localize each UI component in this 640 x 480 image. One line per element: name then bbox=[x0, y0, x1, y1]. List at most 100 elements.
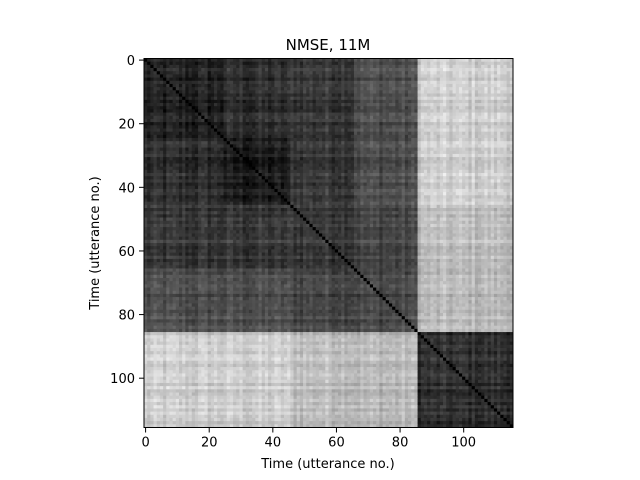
heatmap-cell bbox=[452, 131, 457, 136]
heatmap-cell bbox=[156, 163, 161, 168]
heatmap-cell bbox=[478, 131, 482, 136]
heatmap-cell bbox=[274, 74, 279, 78]
heatmap-cell bbox=[347, 74, 352, 78]
heatmap-cell bbox=[344, 179, 348, 183]
heatmap-cell bbox=[509, 80, 514, 85]
heatmap-cell bbox=[236, 74, 240, 78]
heatmap-cell bbox=[299, 153, 304, 158]
heatmap-cell bbox=[465, 192, 469, 196]
heatmap-cell bbox=[150, 147, 154, 152]
heatmap-cell bbox=[191, 182, 196, 187]
heatmap-cell bbox=[436, 115, 441, 120]
heatmap-cell bbox=[274, 118, 279, 123]
heatmap-cell bbox=[268, 74, 272, 78]
heatmap-cell bbox=[408, 125, 412, 129]
heatmap-cell bbox=[334, 163, 339, 168]
heatmap-cell bbox=[163, 125, 167, 129]
heatmap-cell bbox=[436, 147, 441, 152]
heatmap-cell bbox=[439, 64, 444, 69]
heatmap-cell bbox=[436, 173, 441, 177]
heatmap-cell bbox=[220, 125, 224, 129]
heatmap-cell bbox=[185, 128, 189, 133]
heatmap-cell bbox=[283, 99, 288, 104]
heatmap-cell bbox=[220, 163, 224, 168]
heatmap-cell bbox=[490, 58, 495, 63]
heatmap-cell bbox=[338, 61, 342, 66]
heatmap-cell bbox=[420, 160, 425, 164]
heatmap-cell bbox=[379, 93, 383, 98]
heatmap-cell bbox=[175, 96, 180, 101]
heatmap-cell bbox=[198, 153, 202, 158]
heatmap-cell bbox=[382, 99, 387, 104]
heatmap-cell bbox=[439, 131, 444, 136]
heatmap-cell bbox=[239, 128, 244, 133]
heatmap-cell bbox=[309, 185, 313, 190]
heatmap-cell bbox=[166, 131, 170, 136]
heatmap-cell bbox=[169, 87, 174, 91]
heatmap-cell bbox=[388, 166, 393, 171]
heatmap-cell bbox=[293, 93, 298, 98]
heatmap-cell bbox=[331, 83, 336, 88]
heatmap-cell bbox=[449, 103, 453, 107]
heatmap-cell bbox=[401, 112, 406, 117]
heatmap-cell bbox=[446, 138, 450, 142]
heatmap-cell bbox=[484, 125, 488, 129]
heatmap-cell bbox=[490, 179, 495, 183]
heatmap-cell bbox=[287, 147, 291, 152]
heatmap-cell bbox=[509, 150, 514, 155]
heatmap-cell bbox=[182, 134, 186, 139]
heatmap-cell bbox=[388, 179, 393, 183]
heatmap-cell bbox=[277, 74, 282, 78]
heatmap-cell bbox=[344, 99, 348, 104]
heatmap-cell bbox=[366, 68, 371, 72]
heatmap-cell bbox=[436, 109, 441, 113]
heatmap-cell bbox=[392, 64, 396, 69]
heatmap-cell bbox=[185, 68, 189, 72]
heatmap-cell bbox=[331, 192, 336, 196]
heatmap-cell bbox=[156, 77, 161, 82]
heatmap-cell bbox=[500, 58, 504, 63]
heatmap-cell bbox=[357, 74, 361, 78]
heatmap-cell bbox=[433, 80, 438, 85]
heatmap-cell bbox=[509, 176, 514, 180]
heatmap-cell bbox=[458, 71, 463, 75]
heatmap-cell bbox=[303, 185, 307, 190]
heatmap-cell bbox=[366, 141, 371, 145]
heatmap-cell bbox=[484, 147, 488, 152]
heatmap-cell bbox=[468, 61, 473, 66]
heatmap-cell bbox=[271, 169, 275, 174]
heatmap-cell bbox=[493, 144, 498, 148]
heatmap-cell bbox=[175, 77, 180, 82]
heatmap-cell bbox=[296, 61, 301, 66]
heatmap-cell bbox=[194, 173, 199, 177]
heatmap-cell bbox=[303, 153, 307, 158]
heatmap-cell bbox=[455, 131, 460, 136]
heatmap-cell bbox=[175, 163, 180, 168]
heatmap-cell bbox=[306, 58, 310, 63]
heatmap-cell bbox=[395, 188, 399, 193]
heatmap-cell bbox=[147, 166, 151, 171]
heatmap-cell bbox=[325, 141, 329, 145]
heatmap-cell bbox=[484, 131, 488, 136]
heatmap-cell bbox=[242, 99, 247, 104]
heatmap-cell bbox=[213, 166, 218, 171]
heatmap-cell bbox=[344, 90, 348, 94]
heatmap-cell bbox=[144, 58, 148, 63]
heatmap-cell bbox=[163, 138, 167, 142]
heatmap-cell bbox=[344, 80, 348, 85]
heatmap-cell bbox=[207, 109, 212, 113]
heatmap-cell bbox=[408, 150, 412, 155]
heatmap-cell bbox=[178, 134, 183, 139]
heatmap-cell bbox=[360, 173, 364, 177]
heatmap-cell bbox=[478, 93, 482, 98]
heatmap-cell bbox=[334, 96, 339, 101]
heatmap-cell bbox=[436, 160, 441, 164]
heatmap-cell bbox=[344, 115, 348, 120]
heatmap-cell bbox=[217, 109, 221, 113]
heatmap-cell bbox=[417, 138, 422, 142]
heatmap-cell bbox=[182, 131, 186, 136]
heatmap-cell bbox=[471, 169, 476, 174]
heatmap-cell bbox=[474, 83, 479, 88]
heatmap-cell bbox=[334, 131, 339, 136]
heatmap-cell bbox=[408, 173, 412, 177]
